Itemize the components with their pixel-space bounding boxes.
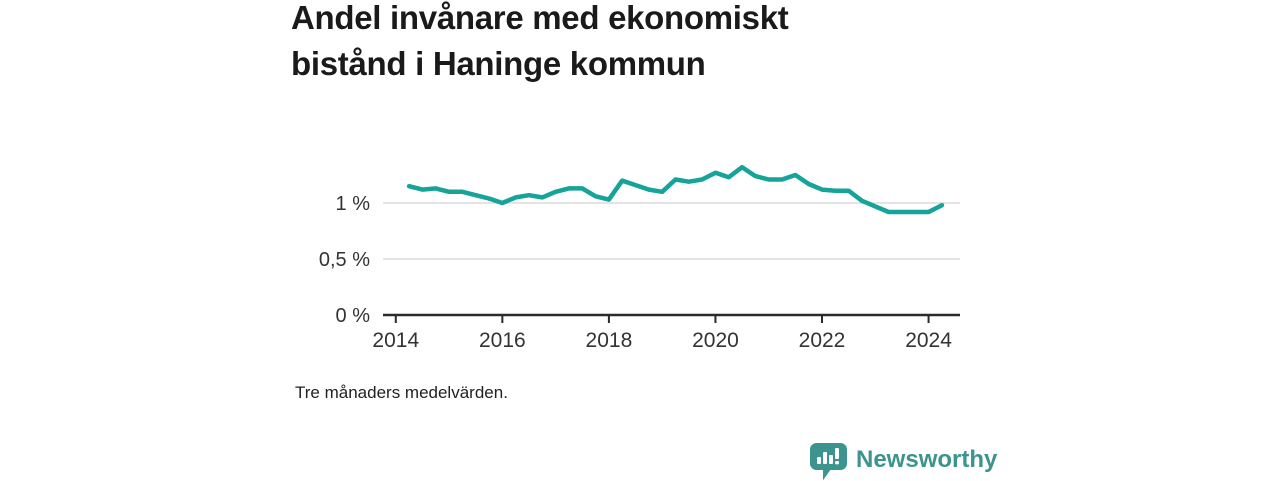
y-axis-tick-label: 0,5 % [319, 249, 370, 271]
speech-bubble-shape [810, 443, 847, 481]
y-axis-tick-label: 1 % [336, 193, 371, 215]
chart-title-line2: bistånd i Haninge kommun [291, 45, 706, 82]
chart-svg: 0 % 0,5 % 1 % 2014 2016 2018 2020 2022 2024 [319, 164, 960, 352]
newsworthy-logo-icon [810, 443, 847, 481]
x-axis-tick-label: 2016 [479, 329, 526, 352]
x-axis-tick-label: 2014 [372, 329, 419, 352]
newsworthy-logo[interactable]: Newsworthy [810, 443, 997, 481]
line-chart: 0 % 0,5 % 1 % 2014 2016 2018 2020 2022 2024 [290, 145, 980, 360]
x-axis-tick-label: 2020 [692, 329, 739, 352]
data-line [406, 164, 945, 215]
newsworthy-logo-text: Newsworthy [856, 446, 998, 473]
x-axis-tick-label: 2022 [799, 329, 846, 352]
y-axis-tick-label: 0 % [336, 305, 371, 327]
chart-title: Andel invånare med ekonomiskt bistånd i … [291, 0, 951, 87]
x-axis-tick-label: 2018 [586, 329, 633, 352]
x-axis-tick-label: 2024 [905, 329, 952, 352]
footnote: Tre månaders medelvärden. [295, 383, 508, 402]
chart-title-line1: Andel invånare med ekonomiskt [291, 0, 789, 36]
bar-chart-with-exclamation-glyph [817, 448, 839, 465]
